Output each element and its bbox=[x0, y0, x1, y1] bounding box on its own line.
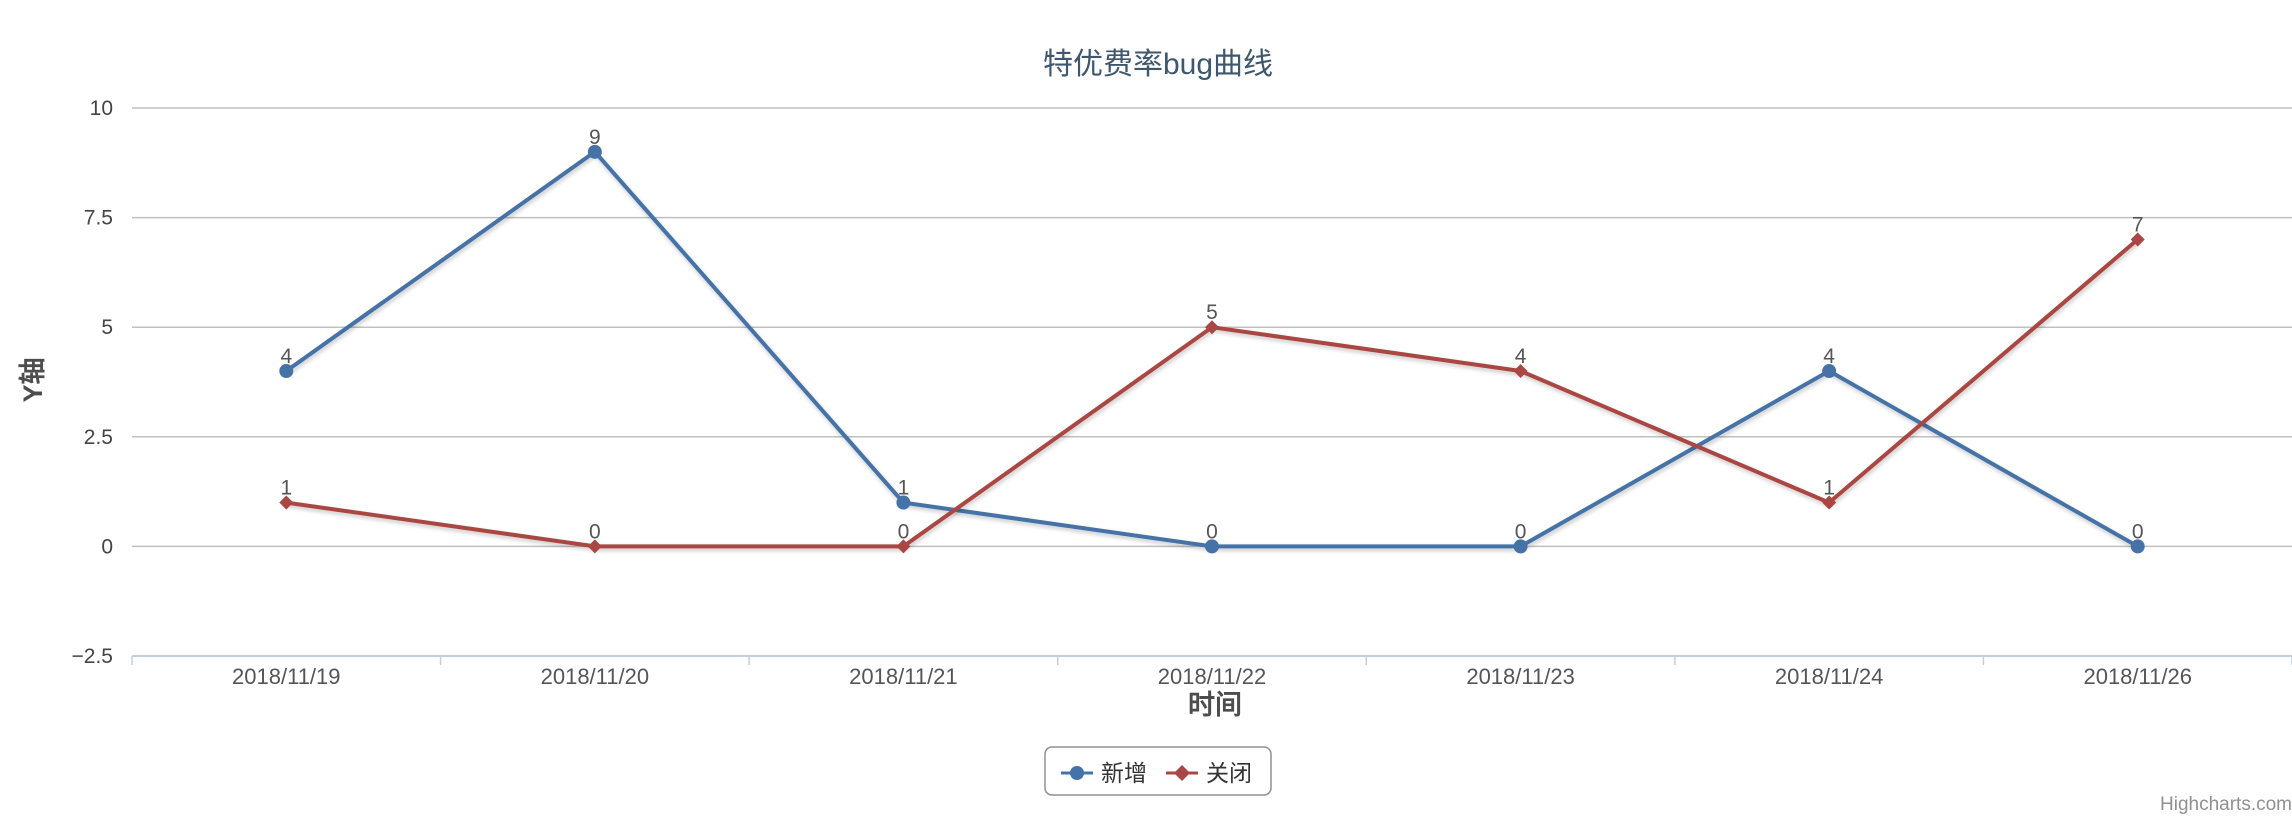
series-group bbox=[279, 144, 2145, 554]
legend: 新增 关闭 bbox=[1044, 746, 1272, 796]
credits-link[interactable]: Highcharts.com bbox=[2160, 794, 2292, 815]
y-tick-label: 5 bbox=[101, 316, 113, 339]
data-label: 1 bbox=[898, 477, 910, 500]
y-axis-ticks: 10 7.5 5 2.5 0 −2.5 bbox=[72, 97, 113, 668]
series-1-point bbox=[279, 364, 294, 379]
series-2-point bbox=[2130, 232, 2145, 247]
legend-item-series-2[interactable]: 关闭 bbox=[1166, 760, 1252, 786]
data-label: 5 bbox=[1206, 301, 1218, 324]
data-label: 0 bbox=[898, 520, 910, 543]
legend-item-series-1[interactable]: 新增 bbox=[1061, 760, 1147, 786]
series-2-point bbox=[896, 539, 911, 554]
y-axis-title: Y轴 bbox=[18, 357, 48, 402]
data-label: 9 bbox=[589, 126, 601, 149]
data-label: 4 bbox=[280, 345, 292, 368]
series-1-point bbox=[2130, 539, 2145, 554]
series-1-point bbox=[896, 495, 911, 510]
y-tick-label: −2.5 bbox=[72, 645, 113, 668]
x-tick-label: 2018/11/20 bbox=[541, 664, 649, 689]
series-1-point bbox=[587, 144, 602, 159]
legend-label-series-1: 新增 bbox=[1101, 760, 1147, 786]
x-tick-label: 2018/11/23 bbox=[1466, 664, 1574, 689]
data-label: 7 bbox=[2132, 214, 2144, 237]
data-label: 4 bbox=[1515, 345, 1527, 368]
data-labels: 4 9 1 0 0 4 0 1 0 0 5 4 1 7 bbox=[280, 126, 2143, 544]
series-1-point bbox=[1205, 539, 1219, 554]
legend-box bbox=[1044, 746, 1272, 796]
x-tick-label: 2018/11/24 bbox=[1775, 664, 1883, 689]
y-tick-label: 2.5 bbox=[84, 426, 113, 449]
x-tick-label: 2018/11/22 bbox=[1158, 664, 1266, 689]
series-2-point bbox=[587, 539, 602, 554]
legend-label-series-2: 关闭 bbox=[1206, 760, 1252, 786]
y-tick-label: 0 bbox=[101, 535, 113, 558]
x-tick-label: 2018/11/19 bbox=[232, 664, 340, 689]
series-line-2 bbox=[284, 237, 2140, 549]
series-2-point bbox=[1822, 495, 1837, 510]
data-label: 0 bbox=[589, 520, 601, 543]
y-tick-label: 10 bbox=[90, 97, 113, 120]
series-2-point bbox=[1205, 320, 1219, 335]
series-line-1 bbox=[284, 149, 2140, 549]
series-1-point bbox=[1513, 539, 1528, 554]
legend-marker-diamond-icon bbox=[1174, 765, 1190, 781]
x-tick-label: 2018/11/21 bbox=[849, 664, 957, 689]
data-label: 1 bbox=[1823, 477, 1835, 500]
chart-title: 特优费率bug曲线 bbox=[1043, 48, 1273, 81]
legend-marker-circle-icon bbox=[1070, 766, 1084, 780]
data-label: 4 bbox=[1823, 345, 1835, 368]
x-tick-label: 2018/11/26 bbox=[2083, 664, 2191, 689]
x-axis-ticks: 2018/11/19 2018/11/20 2018/11/21 2018/11/22… bbox=[131, 656, 2292, 689]
data-label: 0 bbox=[1206, 520, 1218, 543]
x-axis-title: 时间 bbox=[1188, 690, 1242, 720]
data-label: 0 bbox=[1515, 520, 1527, 543]
series-2-point bbox=[279, 495, 294, 510]
data-label: 1 bbox=[280, 477, 292, 500]
series-1-point bbox=[1822, 364, 1837, 379]
series-2-point bbox=[1513, 364, 1528, 379]
y-tick-label: 7.5 bbox=[84, 207, 113, 230]
data-label: 0 bbox=[2132, 520, 2144, 543]
